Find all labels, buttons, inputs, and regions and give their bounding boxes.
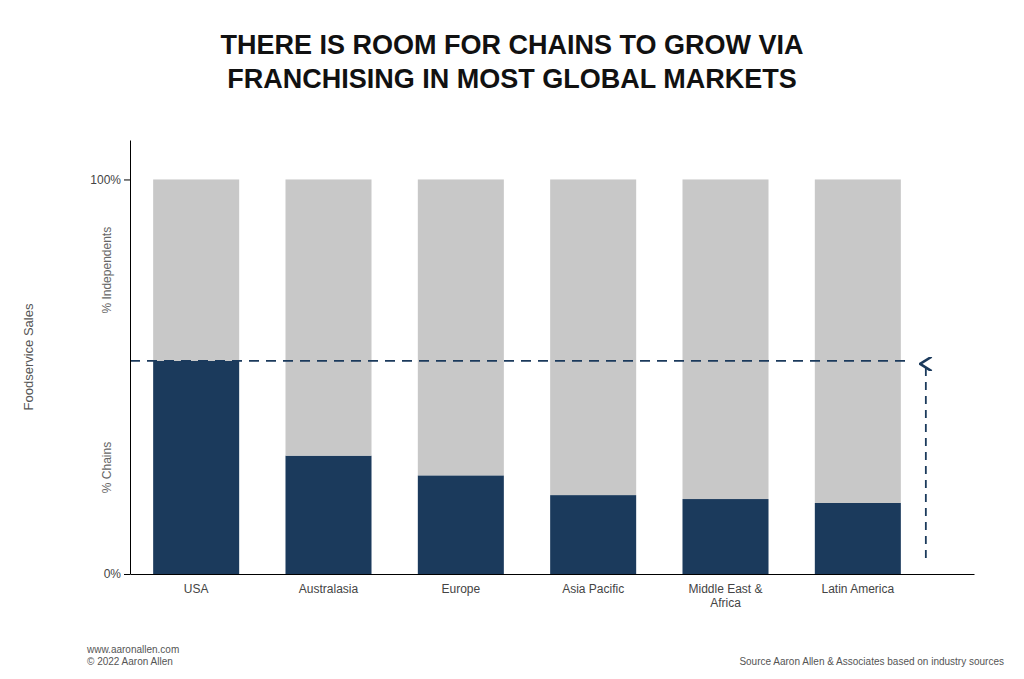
x-tick: Middle East &Africa — [688, 582, 762, 610]
x-tick-label-line: USA — [184, 582, 209, 596]
bar — [815, 503, 901, 574]
x-tick: Europe — [441, 582, 480, 596]
x-tick-label: Latin America — [821, 582, 894, 596]
bar — [815, 179, 901, 503]
x-tick: USA — [184, 582, 209, 596]
bar — [418, 475, 504, 574]
bar — [285, 456, 371, 574]
reference-arrow — [925, 364, 927, 558]
annotation: www.aaronallen.com© 2022 Aaron Allen — [86, 644, 179, 667]
chart: USA Australasia Europe Asia Pacific Middle E… — [0, 0, 1024, 679]
x-tick-label: Middle East &Africa — [688, 582, 762, 610]
annotation-line: www.aaronallen.com — [86, 644, 179, 655]
annotation: Source Aaron Allen & Associates based on… — [739, 656, 1004, 667]
annotation-line: © 2022 Aaron Allen — [87, 656, 173, 667]
title: THERE IS ROOM FOR CHAINS TO GROW VIA FRAN… — [220, 30, 803, 94]
marks — [130, 179, 926, 574]
bar — [550, 179, 636, 495]
y-tick: 0% — [104, 567, 130, 581]
x-axis-line — [131, 574, 975, 575]
series-bars — [153, 179, 901, 503]
y-tick-mark — [124, 179, 130, 180]
y-tick-mark — [124, 574, 130, 575]
x-tick-label-line: Australasia — [299, 582, 359, 596]
annotation-line: Source Aaron Allen & Associates based on… — [739, 656, 1004, 667]
x-tick: Australasia — [299, 582, 359, 596]
x-tick-label-line: Africa — [710, 596, 741, 610]
title-line: THERE IS ROOM FOR CHAINS TO GROW VIA — [220, 30, 803, 60]
title-line: FRANCHISING IN MOST GLOBAL MARKETS — [227, 64, 797, 94]
series-label: % Chains — [100, 442, 114, 493]
y-tick-label: 100% — [90, 173, 121, 187]
bar — [153, 179, 239, 360]
y-axis: 0% 100% — [90, 141, 130, 582]
bar — [550, 495, 636, 574]
bar — [682, 179, 768, 499]
bar — [153, 361, 239, 574]
x-tick-label-line: Middle East & — [688, 582, 762, 596]
y-axis-line — [130, 141, 131, 575]
bar — [418, 179, 504, 475]
x-tick: Asia Pacific — [562, 582, 624, 596]
x-tick-label-line: Latin America — [821, 582, 894, 596]
x-tick-label-line: Europe — [441, 582, 480, 596]
reference-line — [130, 360, 909, 362]
x-tick-label: Asia Pacific — [562, 582, 624, 596]
y-tick-label: 0% — [104, 567, 122, 581]
bar — [682, 499, 768, 574]
x-tick-label: Australasia — [299, 582, 359, 596]
x-tick-label-line: Asia Pacific — [562, 582, 624, 596]
x-tick-label: USA — [184, 582, 209, 596]
plot: USA Australasia Europe Asia Pacific Middle E… — [90, 141, 974, 610]
y-tick: 100% — [90, 173, 130, 187]
series-label: % Independents — [100, 227, 114, 314]
x-ticks: USA Australasia Europe Asia Pacific Middle E… — [184, 582, 895, 610]
series-bars — [153, 361, 901, 574]
bar — [285, 179, 371, 455]
y-axis-title: Foodservice Sales — [21, 303, 36, 410]
x-tick: Latin America — [821, 582, 894, 596]
x-axis — [131, 574, 975, 575]
x-tick-label: Europe — [441, 582, 480, 596]
